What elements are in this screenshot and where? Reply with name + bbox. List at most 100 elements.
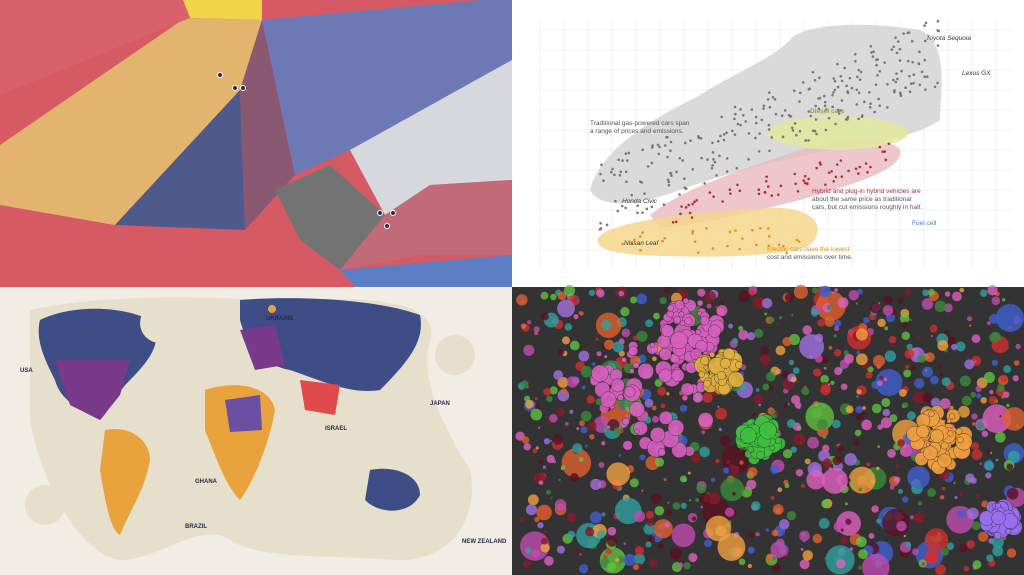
bubble [792,367,800,374]
dot [690,216,694,219]
bubble [543,529,547,534]
bubble [784,483,790,489]
bubble [550,293,557,301]
bubble [645,510,654,519]
callout-title: GHANA [195,479,218,485]
dot [790,126,794,130]
bubble [1015,343,1021,350]
dot [902,32,905,35]
bubble [632,335,638,341]
dot [618,174,622,177]
dot [792,89,796,92]
bubble [986,321,991,326]
bubble [658,410,673,425]
dot [754,136,757,140]
dot [625,159,629,162]
dot [840,79,844,83]
bubble [793,433,806,446]
bubble [543,438,551,445]
dot [663,144,667,147]
bubble [901,331,911,341]
dot [777,243,781,247]
bubble [845,502,848,506]
dot [892,90,896,94]
dot [864,162,868,165]
bubble [1009,301,1013,305]
bubble [836,558,846,569]
dot [765,175,768,179]
bubble [632,361,640,369]
bubble [993,531,1002,540]
bubble [758,403,762,407]
bubble [784,293,794,303]
dot [892,45,896,49]
bubble [1013,360,1020,366]
bubble [586,395,595,404]
bubble [684,316,693,326]
bubble [623,542,627,545]
bubble [639,454,646,461]
dot [896,77,899,81]
bubble [541,537,548,545]
dot [855,103,859,106]
bubble [984,461,995,471]
dot [871,55,875,58]
dot [678,193,681,196]
dot [712,195,715,198]
bubble [1003,365,1012,374]
dot [855,88,859,92]
bubble [590,478,602,491]
dot [624,206,627,210]
bubble [747,531,755,538]
bubble [779,315,783,320]
bubble [844,353,854,364]
bubble [522,560,531,569]
dot [641,231,644,234]
dot [817,97,820,100]
bubble [840,528,844,532]
dot [874,83,878,86]
bubble [601,512,606,517]
bubble [728,371,745,388]
dot [887,142,891,146]
bubble [747,563,753,569]
dot [656,143,660,147]
bubble [700,505,704,509]
bubble [986,448,992,454]
dot [683,177,686,181]
bubble [533,326,540,333]
dot [747,132,751,135]
dot [840,175,844,178]
bubble [720,435,731,447]
dot [802,179,805,182]
bubble [567,530,576,539]
bubble [782,370,790,378]
bubble [867,366,874,373]
bubble [966,316,973,322]
dot [767,235,771,238]
bubble [752,296,765,309]
dot [741,113,745,117]
bubble [610,378,625,393]
dot [767,128,771,131]
bubble-cluster [512,284,1024,575]
dot [807,110,811,113]
bubble [844,453,857,466]
bubble [672,316,681,325]
bubble [520,323,527,329]
dot [733,117,736,121]
bubble [883,377,888,382]
bubble [806,470,826,490]
dot [924,21,928,25]
bubble [521,436,530,444]
dot [795,238,799,242]
bubble [540,543,550,553]
bubble [532,448,538,454]
bubble [871,380,880,389]
bubble [836,445,844,453]
dot [912,73,916,77]
annotation: Electric cars have the lowest [767,246,850,253]
bubble [670,392,674,395]
bubble [999,415,1002,418]
bubble [946,542,955,551]
